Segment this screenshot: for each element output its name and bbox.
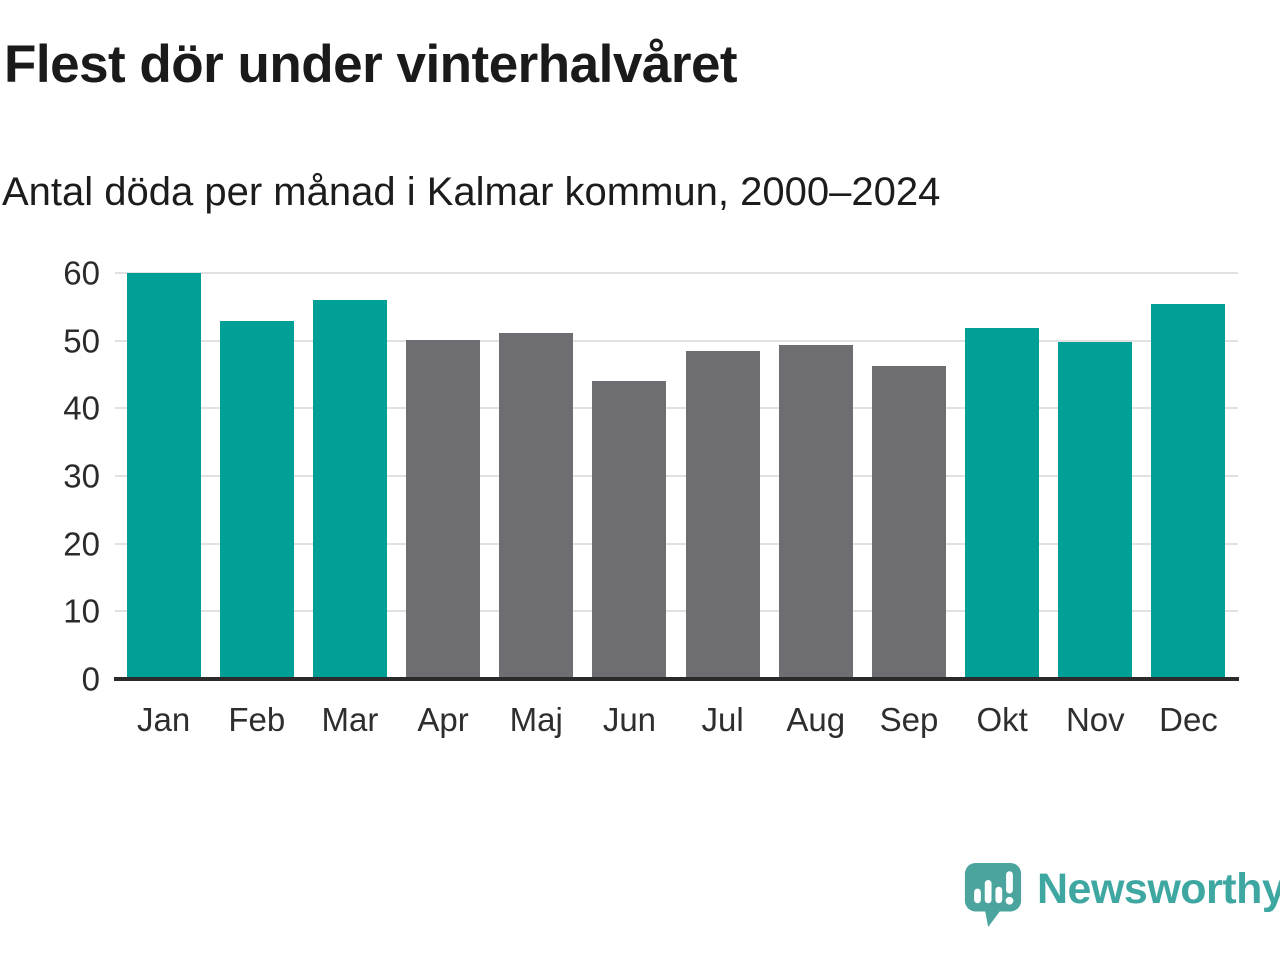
bar-slot-jan: [117, 273, 210, 679]
gridline-30: [115, 475, 1238, 477]
x-label-dec: Dec: [1159, 701, 1218, 738]
x-label-mar: Mar: [321, 701, 379, 738]
bar-mar: [312, 300, 387, 679]
gridline-60: [115, 272, 1238, 274]
x-label-jan: Jan: [136, 701, 191, 738]
brand-name: Newsworthy: [1037, 865, 1280, 913]
newsworthy-speech-bubble-chart-icon: [964, 863, 1022, 927]
gridline-10: [115, 610, 1238, 613]
bar-aug: [778, 345, 853, 679]
bar-slot-jul: [676, 273, 769, 679]
y-tick-label-50: 50: [63, 322, 100, 360]
y-tick-label-30: 30: [63, 457, 100, 495]
bar-slot-feb: [210, 273, 303, 679]
bar-slot-dec: [1142, 273, 1235, 679]
x-label-sep: Sep: [879, 701, 939, 738]
bars-container: [117, 273, 1235, 679]
page-title: Flest dör under vinterhalvåret: [4, 35, 738, 94]
y-tick-label-0: 0: [81, 660, 100, 698]
gridline-20: [115, 542, 1238, 545]
bar-slot-nov: [1049, 273, 1142, 679]
x-label-aug: Aug: [786, 701, 846, 738]
bar-jul: [685, 350, 760, 679]
x-label-jun: Jun: [602, 701, 657, 738]
y-tick-label-10: 10: [63, 592, 100, 630]
bar-slot-jun: [583, 273, 676, 679]
bar-slot-mar: [303, 273, 396, 679]
bar-feb: [219, 321, 294, 679]
bar-jan: [126, 273, 201, 679]
plot-area: [114, 272, 1239, 681]
gridline-50: [115, 339, 1238, 342]
x-label-feb: Feb: [228, 701, 286, 738]
x-axis: Jan Feb Mar Apr Maj Jun Jul Aug Sep Okt Nov Dec: [117, 700, 1235, 740]
x-label-maj: Maj: [509, 701, 563, 738]
x-label-jul: Jul: [701, 701, 744, 738]
bar-jun: [592, 380, 667, 679]
bar-dec: [1151, 304, 1226, 679]
y-tick-label-20: 20: [63, 525, 100, 563]
x-label-apr: Apr: [417, 701, 469, 738]
bar-slot-maj: [490, 273, 583, 679]
bar-okt: [965, 327, 1040, 679]
bar-maj: [499, 333, 574, 679]
bar-sep: [871, 365, 946, 679]
x-label-okt: Okt: [976, 701, 1028, 738]
bar-slot-apr: [397, 273, 490, 679]
chart-subtitle: Antal döda per månad i Kalmar kommun, 20…: [2, 170, 941, 214]
brand-logo: Newsworthy: [962, 860, 1280, 928]
gridline-40: [115, 407, 1238, 410]
y-tick-label-40: 40: [63, 389, 100, 427]
bar-slot-sep: [862, 273, 955, 679]
bar-apr: [406, 340, 481, 679]
x-label-nov: Nov: [1065, 701, 1125, 738]
y-axis: 0 10 20 30 40 50 60: [0, 257, 100, 696]
x-axis-line: [114, 677, 1239, 681]
bar-slot-aug: [769, 273, 862, 679]
bar-slot-okt: [956, 273, 1049, 679]
bar-nov: [1058, 342, 1133, 679]
y-tick-label-60: 60: [63, 254, 100, 292]
